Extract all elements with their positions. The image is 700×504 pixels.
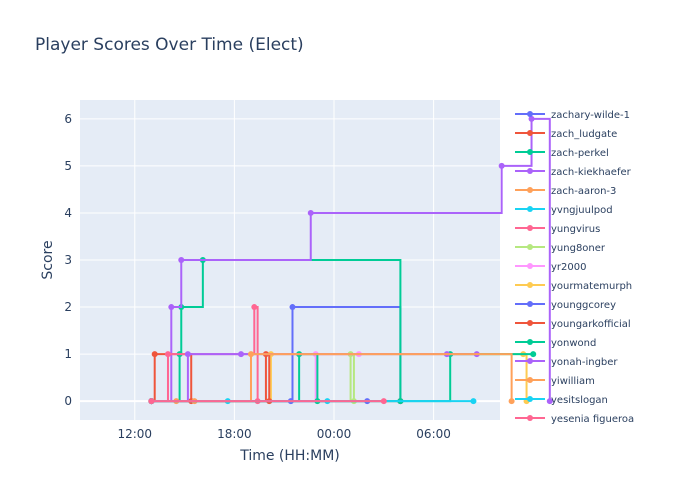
legend-item[interactable]: yiwilliam <box>515 376 595 387</box>
x-axis-label: Time (HH:MM) <box>239 448 340 464</box>
series-line <box>151 353 534 403</box>
data-point <box>251 304 258 311</box>
legend-item[interactable]: zachary-wilde-1 <box>515 110 630 121</box>
legend-item[interactable]: younggcorey <box>515 300 616 311</box>
chart-title: Player Scores Over Time (Elect) <box>35 35 304 55</box>
y-tick-label: 2 <box>64 300 72 314</box>
data-point <box>247 351 254 358</box>
y-tick-label: 1 <box>64 347 72 361</box>
legend-item[interactable]: zach-kiekhaefer <box>515 167 632 178</box>
data-point <box>178 257 185 263</box>
legend-label: yvngjuulpod <box>551 205 613 216</box>
legend-item[interactable]: yvngjuulpod <box>515 205 613 216</box>
data-point <box>238 351 245 358</box>
legend-label: yr2000 <box>551 262 586 273</box>
legend-marker-swatch <box>527 130 533 136</box>
y-tick-label: 3 <box>64 253 72 267</box>
legend-label: yonah-ingber <box>551 357 618 368</box>
legend-marker-swatch <box>527 320 533 326</box>
data-point <box>164 351 171 358</box>
data-point <box>546 398 553 405</box>
legend-marker-swatch <box>527 377 533 383</box>
legend-label: yiwilliam <box>551 376 595 387</box>
legend-item[interactable]: yungvirus <box>515 224 600 235</box>
y-tick-label: 4 <box>64 206 72 220</box>
legend-item[interactable]: yr2000 <box>515 262 586 273</box>
legend-marker-swatch <box>527 225 533 231</box>
legend-marker-swatch <box>527 415 533 421</box>
legend-marker-swatch <box>527 263 533 269</box>
legend-item[interactable]: yonah-ingber <box>515 357 618 368</box>
y-tick-label: 6 <box>64 112 72 126</box>
legend-label: zachary-wilde-1 <box>551 110 630 121</box>
legend-label: zach-perkel <box>551 148 609 159</box>
legend-item[interactable]: yourmatemurph <box>515 281 632 292</box>
legend-marker-swatch <box>527 111 533 117</box>
legend-item[interactable]: zach_ludgate <box>515 129 617 140</box>
y-tick-label: 0 <box>64 394 72 408</box>
data-point <box>289 304 296 311</box>
data-point <box>508 398 515 405</box>
legend-label: zach-aaron-3 <box>551 186 616 197</box>
legend-item[interactable]: yung8oner <box>515 243 606 254</box>
legend-label: yesitslogan <box>551 395 608 406</box>
y-axis-ticks: 0 1 2 3 4 5 6 <box>64 112 72 408</box>
data-point <box>168 304 175 311</box>
legend: zachary-wilde-1 zach_ludgate zach-perkel za… <box>515 110 634 425</box>
legend-item[interactable]: youngarkofficial <box>515 319 631 330</box>
legend-label: yourmatemurph <box>551 281 632 292</box>
x-tick-label: 06:00 <box>416 427 451 441</box>
legend-marker-swatch <box>527 149 533 155</box>
x-tick-label: 00:00 <box>317 427 352 441</box>
data-point <box>470 398 477 405</box>
legend-marker-swatch <box>527 396 533 402</box>
legend-label: yungvirus <box>551 224 600 235</box>
legend-item[interactable]: zach-perkel <box>515 148 609 159</box>
legend-marker-swatch <box>527 206 533 212</box>
data-point <box>530 351 537 358</box>
legend-marker-swatch <box>527 168 533 174</box>
legend-label: younggcorey <box>551 300 616 311</box>
legend-label: yonwond <box>551 338 596 349</box>
data-point <box>380 398 387 405</box>
data-point <box>148 398 155 405</box>
legend-marker-swatch <box>527 244 533 250</box>
y-tick-label: 5 <box>64 159 72 173</box>
series-layer <box>148 115 553 405</box>
x-axis-ticks: 18:00 00:00 06:00 12:00 <box>117 427 450 441</box>
x-tick-label: 12:00 <box>117 427 152 441</box>
legend-item[interactable]: yonwond <box>515 338 596 349</box>
legend-marker-swatch <box>527 282 533 288</box>
data-point <box>151 351 158 358</box>
legend-marker-swatch <box>527 301 533 307</box>
x-tick-label: 18:00 <box>217 427 252 441</box>
legend-item[interactable]: yesenia figueroa <box>515 414 634 425</box>
legend-marker-swatch <box>527 187 533 193</box>
series-yesenia-figueroa <box>148 398 387 405</box>
series-zach-kiekhaefer <box>148 115 553 405</box>
data-point <box>528 115 535 122</box>
legend-item[interactable]: zach-aaron-3 <box>515 186 616 197</box>
legend-label: youngarkofficial <box>551 319 631 330</box>
data-point <box>184 351 191 358</box>
data-point <box>307 209 314 216</box>
legend-label: yung8oner <box>551 243 606 254</box>
legend-label: zach-kiekhaefer <box>551 167 632 178</box>
legend-label: zach_ludgate <box>551 129 617 140</box>
legend-marker-swatch <box>527 339 533 345</box>
legend-label: yesenia figueroa <box>551 414 634 425</box>
y-axis-label: Score <box>40 240 56 279</box>
legend-item[interactable]: yesitslogan <box>515 395 608 406</box>
legend-marker-swatch <box>527 358 533 364</box>
data-point <box>498 162 505 169</box>
